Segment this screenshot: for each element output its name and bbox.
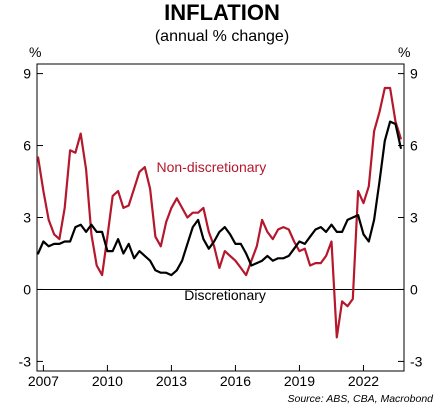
y-tick-label-right: 3 bbox=[410, 210, 418, 226]
y-tick-label-left: -3 bbox=[19, 353, 32, 369]
x-tick-label: 2013 bbox=[156, 373, 187, 389]
y-tick-label-left: 6 bbox=[23, 138, 31, 154]
x-tick-label: 2022 bbox=[348, 373, 379, 389]
x-tick-label: 2010 bbox=[92, 373, 123, 389]
axis-ticks: -3 -3 0 0 3 3 6 6 9 9 2007 2010 2013 2016 2019 2022 bbox=[19, 66, 423, 389]
series-line-non-discretionary bbox=[36, 86, 402, 339]
y-tick-label-left: 3 bbox=[23, 210, 31, 226]
y-tick-label-left: 9 bbox=[23, 66, 31, 82]
y-tick-label-right: 0 bbox=[410, 281, 418, 297]
x-tick-label: 2016 bbox=[220, 373, 251, 389]
y-tick-label-right: -3 bbox=[410, 353, 423, 369]
series-line-discretionary bbox=[36, 120, 402, 277]
chart-source: Source: ABS, CBA, Macrobond bbox=[287, 393, 434, 405]
chart-title: INFLATION bbox=[164, 0, 280, 25]
y-unit-left: % bbox=[29, 44, 41, 60]
y-unit-right: % bbox=[398, 44, 410, 60]
series-lines bbox=[36, 86, 402, 339]
series-label-non-discretionary: Non-discretionary bbox=[156, 159, 266, 175]
y-tick-label-right: 9 bbox=[410, 66, 418, 82]
y-tick-label-left: 0 bbox=[23, 281, 31, 297]
x-tick-label: 2007 bbox=[28, 373, 59, 389]
series-labels: Non-discretionary Discretionary bbox=[156, 159, 266, 303]
x-tick-label: 2019 bbox=[284, 373, 315, 389]
plot-frame bbox=[36, 63, 405, 372]
y-tick-label-right: 6 bbox=[410, 138, 418, 154]
chart-subtitle: (annual % change) bbox=[155, 28, 289, 45]
series-label-discretionary: Discretionary bbox=[184, 287, 266, 303]
